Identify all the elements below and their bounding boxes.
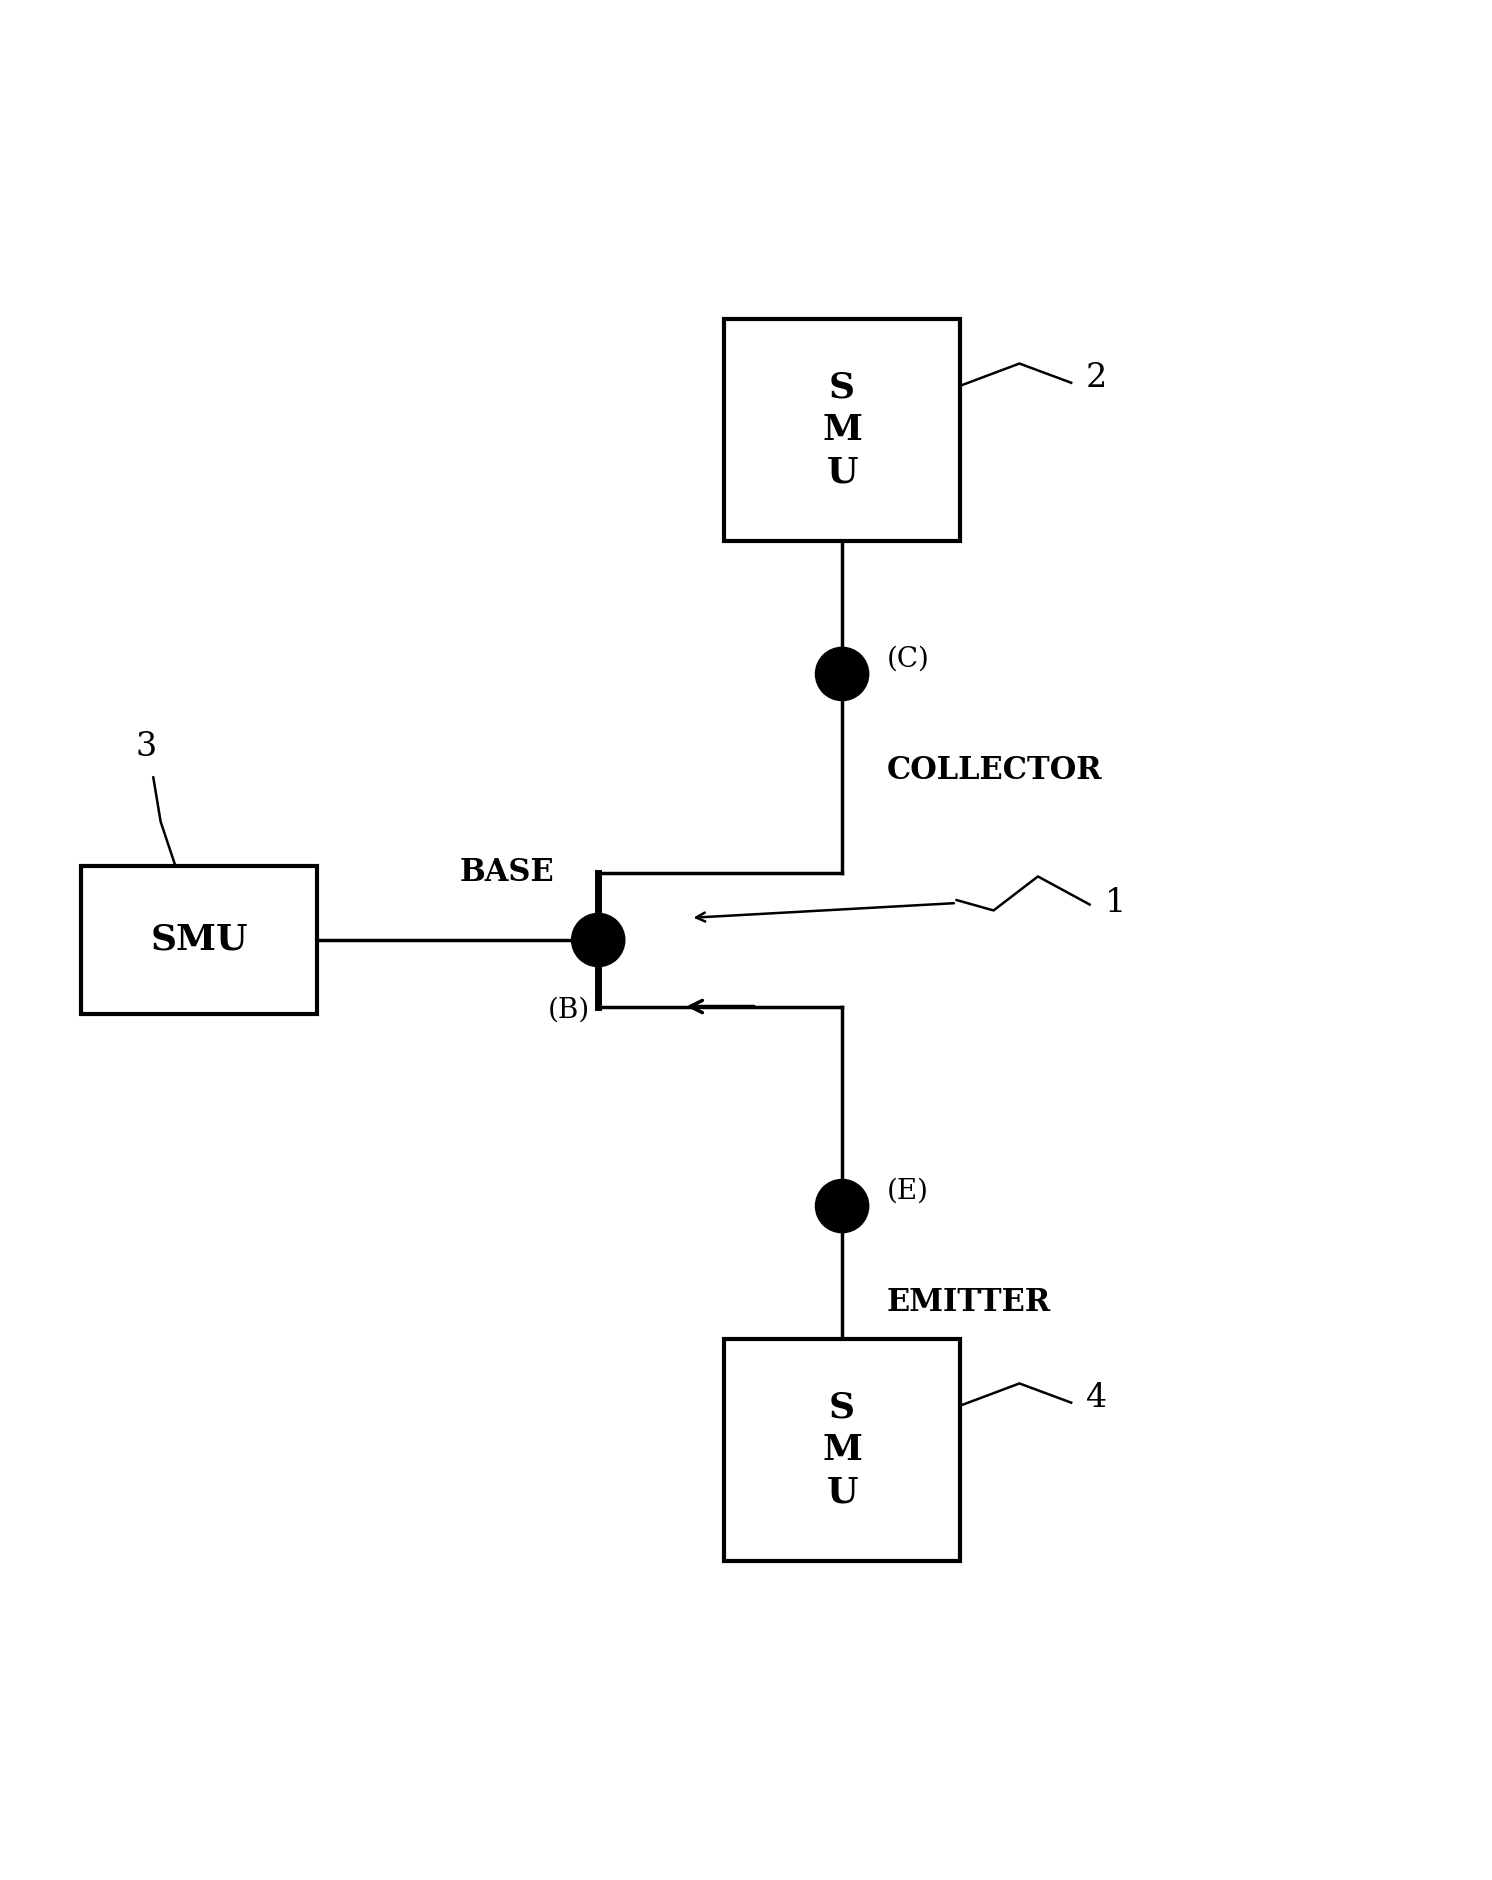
Text: 1: 1	[1104, 887, 1125, 919]
Bar	[724, 1339, 961, 1560]
Circle shape	[571, 914, 625, 966]
Text: BASE: BASE	[460, 857, 554, 887]
Text: 3: 3	[136, 731, 157, 763]
Text: SMU: SMU	[151, 923, 248, 957]
Bar	[724, 320, 961, 541]
Text: EMITTER: EMITTER	[886, 1288, 1050, 1318]
Text: S
M
U: S M U	[822, 370, 862, 489]
Text: 4: 4	[1086, 1382, 1107, 1414]
Text: (B): (B)	[548, 996, 589, 1023]
Text: (C): (C)	[886, 645, 930, 673]
Text: COLLECTOR: COLLECTOR	[886, 756, 1103, 786]
Text: 2: 2	[1086, 363, 1107, 395]
Circle shape	[816, 647, 868, 701]
Text: S
M
U: S M U	[822, 1391, 862, 1510]
Text: (E): (E)	[886, 1177, 928, 1205]
Bar	[81, 867, 318, 1013]
Circle shape	[816, 1179, 868, 1233]
